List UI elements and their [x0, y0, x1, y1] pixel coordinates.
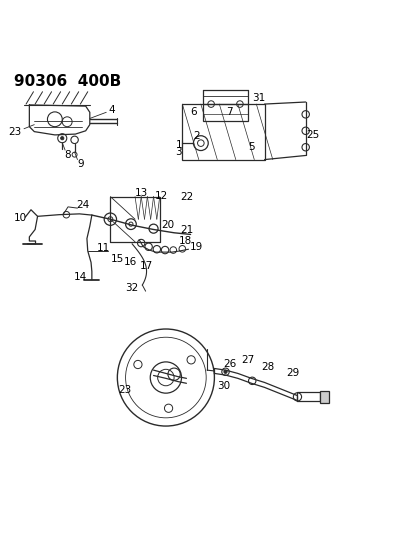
- Text: 13: 13: [134, 188, 147, 198]
- Circle shape: [223, 370, 227, 374]
- Text: 21: 21: [180, 225, 193, 235]
- Text: 29: 29: [286, 368, 299, 378]
- Text: 24: 24: [76, 200, 89, 210]
- Text: 22: 22: [180, 192, 193, 203]
- Text: 23: 23: [8, 127, 21, 136]
- Text: 12: 12: [154, 191, 167, 201]
- Text: 10: 10: [13, 213, 26, 223]
- Bar: [202, 104, 247, 120]
- Text: 31: 31: [251, 93, 264, 103]
- Text: 32: 32: [125, 283, 138, 293]
- Text: 15: 15: [110, 254, 123, 264]
- Text: 1: 1: [175, 140, 182, 150]
- Text: 19: 19: [190, 242, 203, 252]
- Text: 8: 8: [64, 150, 71, 160]
- Text: 2: 2: [193, 131, 199, 141]
- Bar: [296, 392, 320, 401]
- Text: 3: 3: [174, 147, 181, 157]
- Text: 26: 26: [223, 359, 236, 369]
- Text: 23: 23: [118, 385, 131, 395]
- Text: 6: 6: [190, 107, 196, 117]
- Text: 28: 28: [261, 362, 274, 372]
- Circle shape: [60, 136, 64, 140]
- Bar: [320, 391, 328, 403]
- Text: 5: 5: [247, 142, 254, 152]
- Text: 7: 7: [226, 107, 233, 117]
- Text: 14: 14: [74, 272, 87, 282]
- Text: 17: 17: [139, 261, 152, 271]
- Text: 11: 11: [97, 243, 110, 253]
- Text: 30: 30: [216, 381, 230, 391]
- Text: 4: 4: [108, 105, 115, 115]
- Bar: [182, 104, 264, 159]
- Text: 20: 20: [161, 220, 174, 230]
- Text: 9: 9: [77, 159, 83, 168]
- Text: 16: 16: [124, 257, 137, 268]
- Text: 27: 27: [241, 356, 254, 365]
- Text: 25: 25: [306, 130, 319, 140]
- Text: 18: 18: [178, 236, 192, 246]
- Text: 90306  400B: 90306 400B: [14, 74, 121, 89]
